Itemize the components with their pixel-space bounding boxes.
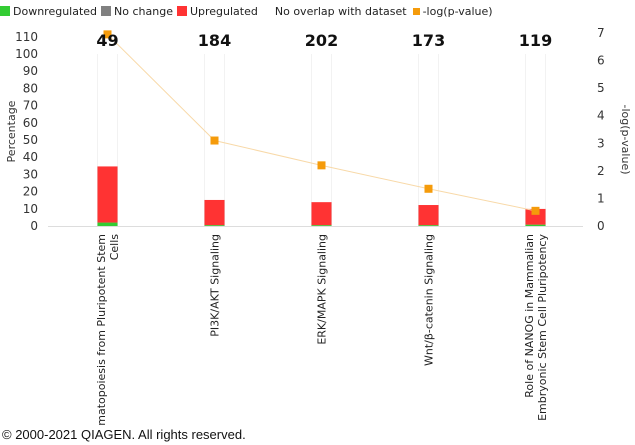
chart-legend: Downregulated No change Upregulated No o… <box>0 2 497 20</box>
y-tick-label: 10 <box>23 202 38 216</box>
no-overlap-swatch <box>261 6 272 16</box>
y-axis-title: Percentage <box>5 100 18 162</box>
copyright-text: © 2000-2021 QIAGEN. All rights reserved. <box>2 427 246 442</box>
bar-total-label: 173 <box>412 31 445 50</box>
neglogp-marker <box>210 136 219 145</box>
bar-segment-upregulated <box>311 202 332 226</box>
y-tick-label: 40 <box>23 150 38 164</box>
bar-segment-downregulated <box>204 225 225 226</box>
y-tick-label: 30 <box>23 167 38 181</box>
bar-segment-upregulated <box>97 166 118 223</box>
legend-label-neglogp: -log(p-value) <box>422 4 493 18</box>
legend-label-no-change: No change <box>114 4 173 18</box>
legend-label-upregulated: Upregulated <box>189 4 258 18</box>
category-label: PI3K/AKT Signaling <box>209 234 222 337</box>
y2-axis-title: -log(p-value) <box>619 104 632 174</box>
category-label: Hematopoiesis from Pluripotent Stem <box>95 234 108 425</box>
neglogp-swatch <box>412 7 420 15</box>
category-label: Cells <box>108 234 121 261</box>
legend-item-neglogp[interactable]: -log(p-value) <box>411 5 493 18</box>
bar-segment-no-overlap <box>97 54 118 167</box>
legend-label-downregulated: Downregulated <box>13 4 98 18</box>
neglogp-marker <box>103 30 112 39</box>
y-tick-label: 50 <box>23 133 38 147</box>
bar-segment-downregulated <box>311 225 332 226</box>
y2-tick-label: 7 <box>597 26 605 40</box>
bar-segment-no-overlap <box>418 54 439 206</box>
y2-tick-label: 4 <box>597 109 605 123</box>
y-tick-label: 60 <box>23 116 38 130</box>
y-tick-label: 70 <box>23 99 38 113</box>
y2-tick-label: 1 <box>597 191 605 205</box>
y-tick-label: 0 <box>30 219 38 233</box>
chart-axes: 0 10 20 30 40 50 60 70 80 90 100 110 0 1 2 3 4 5 6 7 Percent… <box>5 26 632 233</box>
category-label: ERK/MAPK Signaling <box>316 234 329 345</box>
downregulated-swatch <box>0 6 10 16</box>
bar-total-label: 202 <box>305 31 338 50</box>
no-change-swatch <box>101 6 112 16</box>
bar-segment-upregulated <box>204 199 225 226</box>
bar-segment-downregulated <box>97 222 118 226</box>
bar-segment-no-overlap <box>311 54 332 203</box>
upregulated-swatch <box>176 6 187 16</box>
category-label: Wnt/β-catenin Signaling <box>423 234 436 366</box>
y-tick-label: 90 <box>23 64 38 78</box>
category-label: Embryonic Stem Cell Pluripotency <box>536 234 549 421</box>
y-tick-label: 110 <box>15 30 38 44</box>
legend-item-upregulated[interactable]: Upregulated <box>176 4 258 18</box>
neglogp-marker <box>317 161 326 170</box>
y2-tick-label: 5 <box>597 81 605 95</box>
neglogp-marker <box>424 184 433 193</box>
bar-total-label: 49 <box>96 31 118 50</box>
y-tick-label: 20 <box>23 185 38 199</box>
legend-item-no-change[interactable]: No change <box>101 5 173 18</box>
bar-segment-upregulated <box>525 208 546 225</box>
y2-tick-label: 6 <box>597 54 605 68</box>
neglogp-line-layer <box>103 30 540 215</box>
bar-total-label: 184 <box>198 31 231 50</box>
bar-total-label: 119 <box>519 31 552 50</box>
bar-segment-downregulated <box>525 224 546 226</box>
legend-item-no-overlap[interactable]: No overlap with dataset <box>261 4 407 18</box>
category-label: Role of NANOG in Mammalian <box>523 234 536 398</box>
chart-labels: 49 184 202 173 119 Hematopoiesis from Pluripo… <box>95 31 552 425</box>
y-tick-label: 80 <box>23 81 38 95</box>
y2-tick-label: 3 <box>597 136 605 150</box>
legend-label-no-overlap: No overlap with dataset <box>274 4 407 18</box>
bar-segment-downregulated <box>418 225 439 226</box>
bar-segment-no-overlap <box>525 54 546 209</box>
bar-segment-upregulated <box>418 205 439 226</box>
pathway-chart: 0 10 20 30 40 50 60 70 80 90 100 110 0 1 2 3 4 5 6 7 Percent… <box>5 26 632 425</box>
legend-item-downregulated[interactable]: Downregulated <box>0 5 97 18</box>
chart-bars <box>97 54 546 226</box>
neglogp-marker <box>531 206 540 215</box>
bar-segment-no-overlap <box>204 54 225 200</box>
y2-tick-label: 0 <box>597 219 605 233</box>
y2-tick-label: 2 <box>597 164 605 178</box>
y-tick-label: 100 <box>15 47 38 61</box>
